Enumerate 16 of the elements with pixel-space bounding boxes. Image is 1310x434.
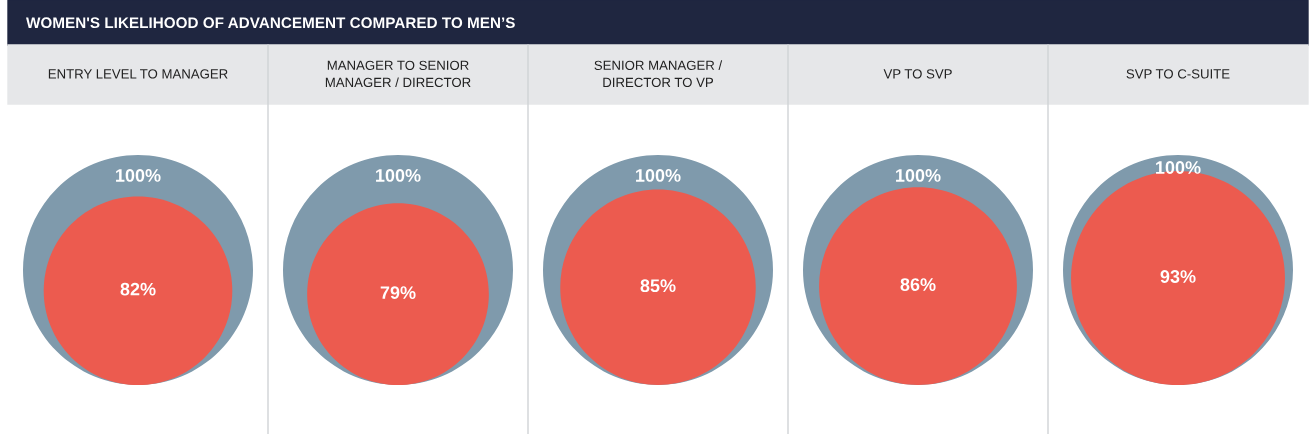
category-label: SVP TO C-SUITE [1126, 69, 1230, 79]
category-label: VP TO SVP [883, 69, 952, 79]
data-label: 100% [376, 169, 421, 182]
data-label: 86% [900, 278, 936, 291]
category-label: ENTRY LEVEL TO MANAGER [48, 69, 228, 79]
data-label: 82% [120, 282, 156, 296]
category-label: MANAGER TO SENIOR MANAGER / DIRECTOR [325, 60, 471, 88]
text: WOMEN'S LIKELIHOOD OF ADVANCEMENT COMPARED TO MEN’S [26, 17, 515, 29]
data-label: 100% [896, 169, 941, 182]
data-label: 85% [640, 279, 676, 293]
data-label: 100% [1156, 161, 1201, 174]
data-label: 93% [1160, 270, 1196, 283]
data-label: 79% [380, 286, 416, 299]
category-label: SENIOR MANAGER / DIRECTOR TO VP [594, 60, 723, 88]
data-label: 100% [116, 169, 161, 182]
data-label: 100% [636, 169, 681, 182]
